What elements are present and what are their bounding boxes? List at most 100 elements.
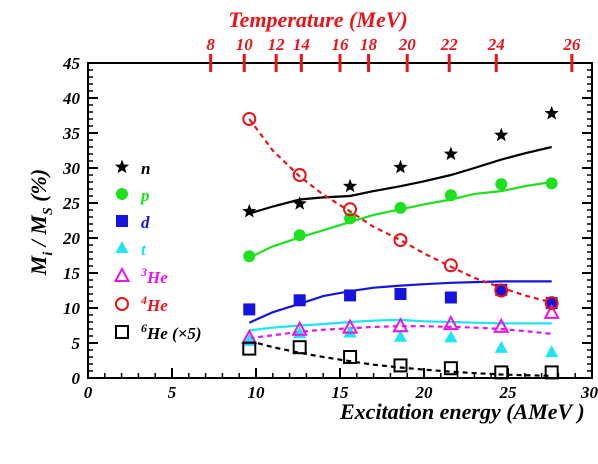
y-tick-label: 35 (62, 124, 81, 143)
y-axis-label-s: S (41, 207, 56, 215)
top-axis-label: Temperature (MeV) (228, 7, 407, 32)
top-tick-label: 18 (360, 35, 378, 54)
x-tick-label: 0 (84, 383, 93, 402)
legend-label: n (141, 159, 150, 178)
data-point (394, 288, 407, 300)
data-point (544, 105, 559, 120)
data-point (444, 291, 457, 304)
data-point (545, 297, 558, 310)
legend-marker (116, 215, 128, 227)
x-tick-label: 30 (580, 383, 598, 402)
data-point (393, 329, 407, 342)
y-axis-label-m: M (26, 254, 51, 276)
legend-label: p (139, 186, 150, 205)
data-point (543, 303, 560, 319)
data-point (342, 178, 358, 193)
y-axis-label-mid: / M (26, 214, 51, 252)
y-tick-label: 0 (72, 369, 81, 388)
x-axis-label: Excitation energy (AMeV ) (339, 399, 585, 424)
data-point (495, 283, 508, 296)
data-point (242, 112, 257, 126)
data-point (444, 189, 457, 202)
legend-label: 4He (140, 293, 168, 315)
x-tick-label: 10 (248, 383, 266, 402)
y-tick-label: 5 (72, 334, 81, 353)
data-point (243, 250, 256, 263)
top-tick-label: 22 (440, 35, 459, 54)
axis-labels: Excitation energy (AMeV ) Temperature (M… (26, 7, 585, 424)
data-point (393, 358, 408, 373)
data-point (343, 350, 358, 364)
y-tick-label: 25 (62, 194, 81, 213)
y-tick-label: 15 (63, 264, 81, 283)
legend-label: 3He (140, 265, 168, 287)
y-tick-label: 45 (62, 54, 81, 73)
x-tick-label: 25 (499, 383, 518, 402)
data-point (341, 318, 359, 334)
data-point (292, 168, 307, 182)
y-axis-label-i: i (41, 252, 56, 256)
y-tick-label: 20 (62, 229, 81, 248)
data-point (292, 196, 307, 210)
legend-label: 6He (×5) (141, 321, 202, 343)
data-point (344, 289, 357, 302)
data-point (293, 229, 306, 242)
fit-curve (249, 339, 552, 377)
y-tick-label: 10 (63, 299, 81, 318)
top-tick-label: 12 (268, 35, 286, 54)
data-point (494, 365, 509, 380)
top-tick-label: 14 (293, 35, 310, 54)
data-markers (241, 105, 560, 380)
legend-marker (113, 266, 131, 282)
data-point (493, 317, 510, 333)
data-point (292, 340, 307, 355)
data-point (291, 320, 308, 336)
legend-label: t (141, 240, 147, 259)
plot-frame: 0 5 10 15 20 25 30 35 40 45 0 5 10 15 20 25 30 8 10 12 14 16 1… (62, 35, 598, 402)
legend-marker (114, 159, 130, 174)
data-point (494, 283, 509, 298)
data-point (544, 296, 559, 311)
data-point (444, 330, 458, 343)
data-point (494, 340, 508, 353)
top-tick-label: 16 (332, 35, 350, 54)
data-point (443, 258, 458, 273)
data-point (443, 361, 458, 376)
y-axis-label-unit: (%) (26, 169, 51, 207)
data-point (393, 233, 408, 248)
data-point (242, 203, 257, 218)
y-tick-label: 30 (62, 159, 81, 178)
data-point (494, 127, 509, 142)
x-tick-label: 15 (332, 383, 350, 402)
top-tick-label: 10 (236, 35, 254, 54)
data-point (544, 365, 559, 380)
data-point (242, 341, 257, 356)
legend-marker (115, 297, 129, 311)
data-point (442, 315, 460, 331)
data-point (293, 294, 306, 307)
data-point (343, 325, 357, 338)
data-point (495, 178, 508, 191)
data-point (243, 303, 256, 316)
legend-label: d (141, 213, 150, 232)
x-tick-label: 5 (168, 383, 177, 402)
top-tick-label: 20 (398, 35, 417, 54)
data-point (394, 201, 407, 214)
data-point (545, 177, 558, 190)
top-tick-label: 8 (206, 35, 215, 54)
data-point (545, 345, 559, 358)
y-tick-label: 40 (62, 89, 81, 108)
data-point (392, 317, 409, 333)
x-tick-label: 20 (415, 383, 434, 402)
y-axis-label: Mi / MS (%) (26, 169, 56, 276)
data-point (443, 146, 458, 161)
data-point (343, 202, 358, 217)
legend-marker (116, 188, 128, 200)
top-tick-label: 26 (562, 35, 581, 54)
fit-curve (249, 325, 552, 340)
top-tick-label: 24 (487, 35, 505, 54)
data-point (393, 159, 408, 174)
legend-marker (115, 241, 129, 253)
